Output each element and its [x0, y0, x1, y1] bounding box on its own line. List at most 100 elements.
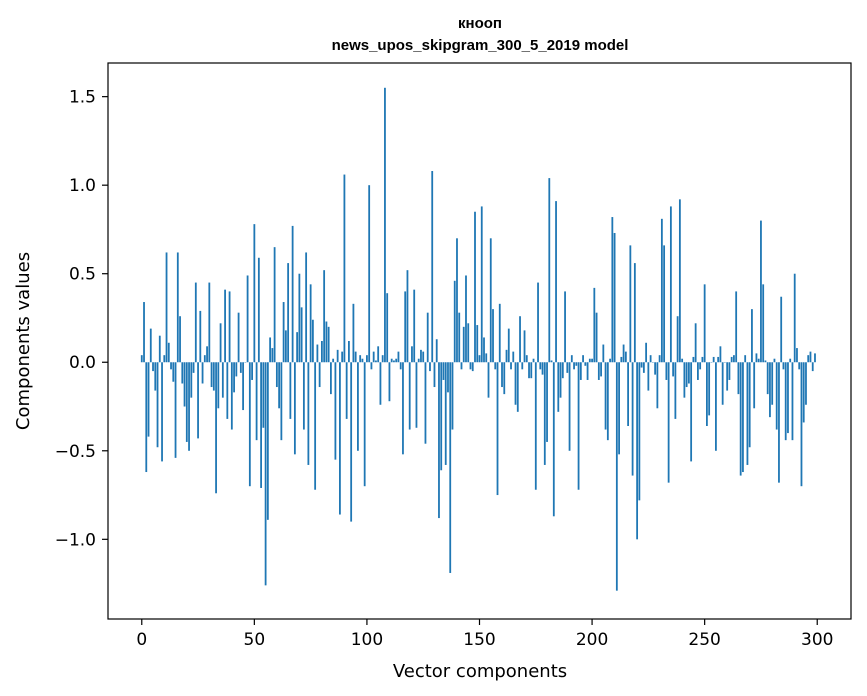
bar-158 [496, 362, 499, 496]
bar-124 [420, 349, 422, 363]
bar-79 [318, 362, 321, 388]
bar-23 [192, 362, 195, 373]
bar-99 [363, 362, 366, 487]
bar-235 [669, 206, 672, 363]
bar-286 [784, 362, 787, 441]
bar-178 [541, 362, 544, 375]
bar-228 [654, 362, 657, 375]
bar-89 [341, 351, 344, 363]
bar-238 [676, 316, 679, 363]
bar-154 [487, 362, 490, 398]
bar-252 [708, 362, 711, 416]
bar-289 [791, 362, 794, 441]
bar-92 [348, 341, 350, 363]
x-axis: 0 50 100 150 200 250 300 [136, 619, 833, 650]
y-tick-label: −0.5 [55, 442, 96, 462]
bar-190 [568, 362, 571, 451]
bar-186 [559, 362, 562, 398]
bar-40 [230, 362, 233, 430]
bar-216 [627, 362, 629, 426]
bar-34 [217, 362, 220, 409]
bar-157 [494, 362, 497, 370]
bar-171 [525, 355, 528, 363]
bar-114 [397, 351, 400, 363]
bar-226 [649, 355, 652, 363]
bar-25 [197, 362, 199, 439]
bar-290 [793, 273, 796, 363]
bar-71 [300, 307, 303, 363]
bar-43 [237, 312, 240, 363]
x-tick-label: 250 [688, 630, 720, 650]
bar-205 [602, 344, 605, 363]
bar-53 [260, 362, 262, 488]
bar-270 [748, 362, 751, 448]
bar-229 [656, 362, 659, 409]
bar-69 [296, 332, 299, 363]
bar-293 [800, 362, 803, 487]
bar-241 [683, 362, 686, 398]
bar-196 [582, 355, 584, 363]
bar-144 [465, 275, 467, 363]
bar-132 [438, 362, 440, 519]
bar-49 [251, 362, 253, 380]
bar-121 [413, 289, 416, 363]
bar-88 [339, 362, 341, 515]
bar-55 [264, 362, 267, 586]
bar-247 [697, 362, 699, 380]
bar-152 [483, 337, 485, 363]
bar-165 [512, 351, 515, 363]
bar-33 [215, 362, 217, 494]
bar-81 [323, 270, 326, 363]
bar-26 [199, 310, 202, 363]
bar-265 [737, 362, 740, 395]
bar-10 [163, 355, 166, 363]
bar-143 [462, 326, 465, 363]
bar-230 [658, 355, 661, 363]
bar-248 [699, 362, 702, 370]
bar-22 [190, 362, 193, 398]
bar-61 [278, 362, 281, 409]
bar-299 [814, 353, 816, 363]
bar-148 [474, 211, 476, 363]
bar-9 [161, 362, 163, 462]
bar-220 [636, 362, 639, 540]
bar-284 [780, 296, 783, 363]
bar-242 [685, 362, 688, 388]
bar-78 [316, 344, 319, 363]
bar-113 [395, 358, 398, 363]
bar-115 [399, 362, 402, 370]
bar-134 [442, 362, 445, 380]
bar-187 [561, 362, 564, 379]
bar-251 [706, 362, 708, 426]
bar-234 [667, 362, 670, 483]
bar-221 [638, 362, 641, 501]
x-tick-label: 300 [801, 630, 833, 650]
bar-176 [537, 282, 539, 363]
bar-278 [766, 362, 769, 395]
bar-294 [802, 362, 805, 423]
bar-164 [510, 362, 512, 370]
bar-7 [156, 362, 159, 448]
bar-213 [620, 356, 623, 363]
bar-159 [498, 303, 501, 363]
bar-215 [624, 351, 627, 363]
bar-198 [586, 362, 589, 380]
bar-246 [694, 323, 697, 363]
bar-296 [807, 355, 810, 363]
bar-145 [467, 323, 470, 363]
bar-212 [618, 362, 620, 455]
bar-75 [309, 284, 312, 363]
bar-45 [242, 362, 244, 411]
bar-64 [284, 330, 287, 363]
bar-6 [154, 362, 157, 391]
bar-167 [516, 362, 519, 412]
bar-19 [183, 362, 186, 407]
bar-39 [228, 291, 231, 363]
bar-44 [239, 362, 242, 373]
bar-57 [269, 337, 272, 363]
bar-174 [532, 358, 535, 363]
bar-201 [593, 287, 596, 363]
y-tick-label: −1.0 [55, 530, 96, 550]
bar-199 [588, 358, 591, 363]
